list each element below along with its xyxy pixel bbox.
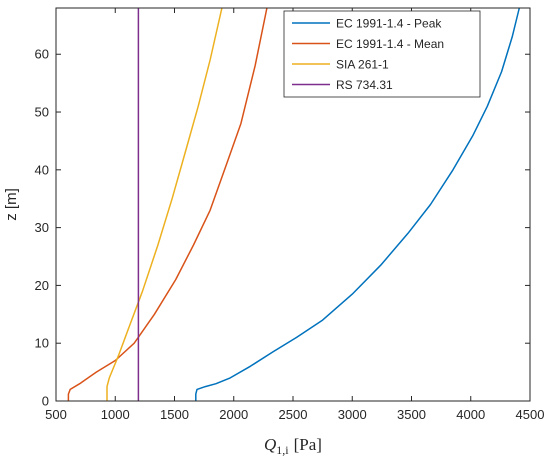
y-axis: 0 10 20 30 40 50 60 bbox=[35, 47, 530, 409]
y-axis-title: z [m] bbox=[3, 188, 20, 221]
x-tick-label: 2000 bbox=[219, 407, 248, 422]
y-tick-label: 20 bbox=[35, 278, 49, 293]
x-axis-title-subscript: 1,i bbox=[276, 443, 289, 457]
series-line-3 bbox=[106, 7, 223, 401]
y-tick-label: 30 bbox=[35, 220, 49, 235]
x-tick-label: 2500 bbox=[279, 407, 308, 422]
x-tick-label: 1000 bbox=[101, 407, 130, 422]
legend-label-2: EC 1991-1.4 - Mean bbox=[336, 37, 444, 51]
x-axis: 500 1000 1500 2000 2500 3000 3500 4000 4500 bbox=[45, 8, 544, 422]
series-layer bbox=[67, 7, 521, 401]
legend-box bbox=[283, 10, 481, 98]
x-tick-label: 3000 bbox=[338, 407, 367, 422]
y-tick-label: 60 bbox=[35, 47, 49, 62]
x-tick-label: 3500 bbox=[397, 407, 426, 422]
legend-label-4: RS 734.31 bbox=[336, 78, 393, 92]
x-axis-title: Q1,i [Pa] bbox=[264, 435, 322, 457]
legend-label-1: EC 1991-1.4 - Peak bbox=[336, 17, 442, 31]
legend: EC 1991-1.4 - Peak EC 1991-1.4 - Mean SIA … bbox=[283, 10, 481, 98]
y-tick-label: 40 bbox=[35, 162, 49, 177]
legend-label-3: SIA 261-1 bbox=[336, 58, 389, 72]
x-axis-title-unit: [Pa] bbox=[294, 435, 322, 454]
x-tick-label: 500 bbox=[45, 407, 67, 422]
y-tick-label: 50 bbox=[35, 105, 49, 120]
y-tick-label: 10 bbox=[35, 336, 49, 351]
x-tick-label: 4500 bbox=[516, 407, 545, 422]
y-tick-label: 0 bbox=[42, 394, 49, 409]
x-tick-label: 4000 bbox=[456, 407, 485, 422]
x-tick-label: 1500 bbox=[160, 407, 189, 422]
series-line-1 bbox=[195, 7, 521, 401]
series-line-2 bbox=[67, 7, 268, 401]
x-axis-title-symbol: Q bbox=[264, 435, 276, 454]
